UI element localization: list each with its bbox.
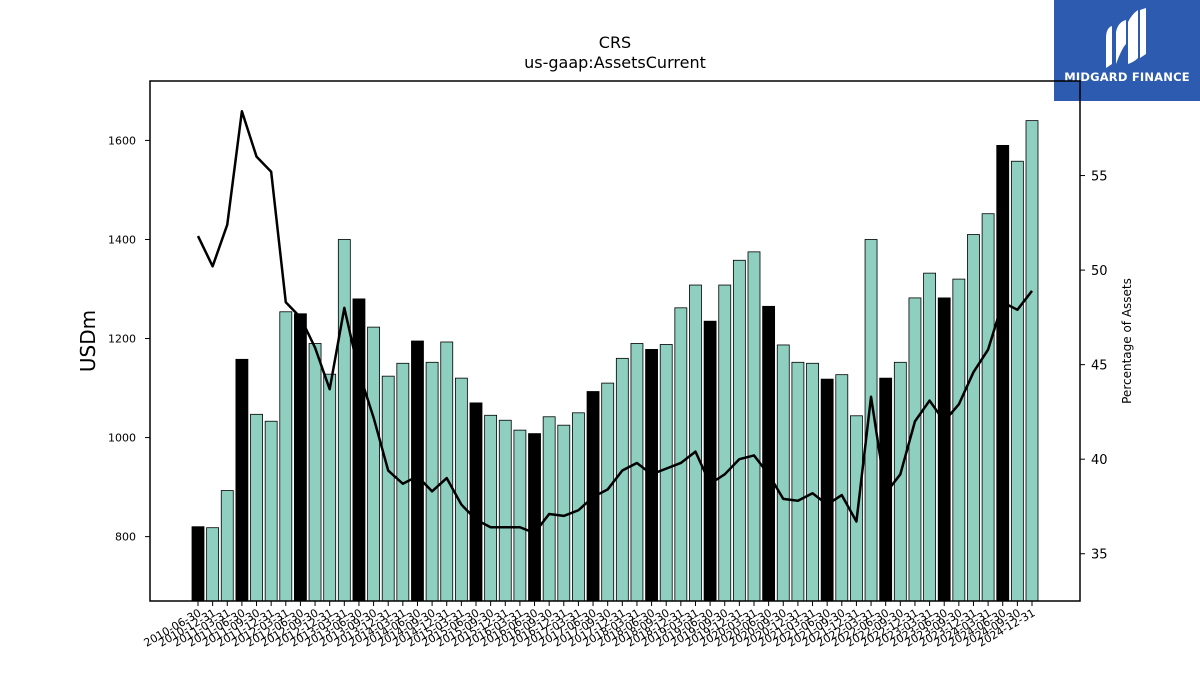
percentage-line xyxy=(196,110,1033,535)
y2-axis-ticks: 35 40 45 50 55 xyxy=(1080,170,1108,563)
percentage-line-series xyxy=(196,110,1033,535)
y2-axis-label: Percentage of Assets xyxy=(1120,278,1134,404)
bar-2010-12-31 xyxy=(206,527,220,602)
bar-2015-12-31 xyxy=(498,419,512,602)
bar-2024-09-30 xyxy=(1010,160,1024,602)
y2-tick-label: 50 xyxy=(1091,264,1108,279)
x-axis-ticks: 2010-06-302010-12-312011-03-312011-06-30… xyxy=(142,601,1038,650)
bar-2023-09-30 xyxy=(952,278,966,602)
y2-tick-label: 55 xyxy=(1091,170,1108,185)
bar-2010-06-30 xyxy=(191,526,205,602)
y-tick-label: 1600 xyxy=(108,134,136,147)
bar-2024-12-31 xyxy=(1025,120,1039,602)
y-tick-label: 1400 xyxy=(108,233,136,246)
bar-2019-06-30 xyxy=(703,320,717,602)
y-tick-label: 800 xyxy=(115,531,136,544)
bar-2020-12-31 xyxy=(791,361,805,602)
bar-2019-12-31 xyxy=(732,259,746,602)
bar-2014-12-31 xyxy=(440,341,454,602)
bar-2012-03-31 xyxy=(279,311,293,602)
y2-tick-label: 45 xyxy=(1091,359,1108,374)
bar-2016-06-30 xyxy=(528,433,541,602)
bar-2011-03-31 xyxy=(220,490,234,602)
bar-2011-09-30 xyxy=(250,413,263,602)
bar-2015-03-31 xyxy=(454,377,468,602)
y-axis-label: USDm xyxy=(76,310,100,372)
bar-2013-12-31 xyxy=(381,375,395,602)
bar-2018-12-31 xyxy=(674,307,688,602)
bar-2013-06-30 xyxy=(352,298,366,602)
plot-frame xyxy=(149,80,1081,602)
chart-title: CRS xyxy=(599,33,631,52)
bar-2016-09-30 xyxy=(542,416,556,602)
bar-2020-03-31 xyxy=(747,251,761,602)
bar-2013-09-30 xyxy=(367,326,380,602)
y-axis-ticks: 800 1000 1200 1400 1600 xyxy=(108,134,150,544)
bar-2014-06-30 xyxy=(411,340,424,602)
y-tick-label: 1200 xyxy=(108,333,136,346)
bar-2020-09-30 xyxy=(776,344,790,602)
bar-2012-06-30 xyxy=(294,313,307,602)
y-tick-label: 1000 xyxy=(108,432,136,445)
bar-2022-12-31 xyxy=(908,297,922,602)
bar-2014-09-30 xyxy=(425,361,439,602)
bar-2019-03-31 xyxy=(689,284,702,602)
brand-logo: MIDGARD FINANCE xyxy=(1054,0,1200,101)
bar-2016-03-31 xyxy=(513,429,527,602)
bar-2019-09-30 xyxy=(718,284,732,602)
bar-2020-06-30 xyxy=(762,305,776,602)
bar-2011-12-31 xyxy=(264,420,278,602)
bar-2018-09-30 xyxy=(659,344,673,602)
bar-2023-12-31 xyxy=(967,234,980,602)
y2-tick-label: 35 xyxy=(1091,548,1108,563)
bar-2012-12-31 xyxy=(323,373,337,602)
bar-2021-12-31 xyxy=(850,415,863,602)
bar-2018-03-31 xyxy=(630,343,644,602)
brand-name: MIDGARD FINANCE xyxy=(1064,70,1190,84)
bar-2024-06-30 xyxy=(996,144,1010,602)
bar-2021-03-31 xyxy=(806,362,819,602)
bar-2012-09-30 xyxy=(308,343,322,602)
bar-2013-03-31 xyxy=(337,239,351,602)
bar-2023-03-31 xyxy=(923,272,936,602)
y2-tick-label: 40 xyxy=(1091,453,1108,468)
bar-series xyxy=(191,120,1039,602)
bar-2024-03-31 xyxy=(981,213,995,602)
bar-2011-06-30 xyxy=(235,358,249,602)
bar-2021-06-30 xyxy=(820,378,834,602)
bar-2017-12-31 xyxy=(615,357,629,602)
bar-2021-09-30 xyxy=(835,374,849,602)
midgard-logo-icon xyxy=(1106,8,1146,68)
chart-subtitle: us-gaap:AssetsCurrent xyxy=(524,53,706,72)
bar-2023-06-30 xyxy=(937,297,951,602)
bar-2015-09-30 xyxy=(484,414,498,602)
bar-2015-06-30 xyxy=(469,402,483,602)
